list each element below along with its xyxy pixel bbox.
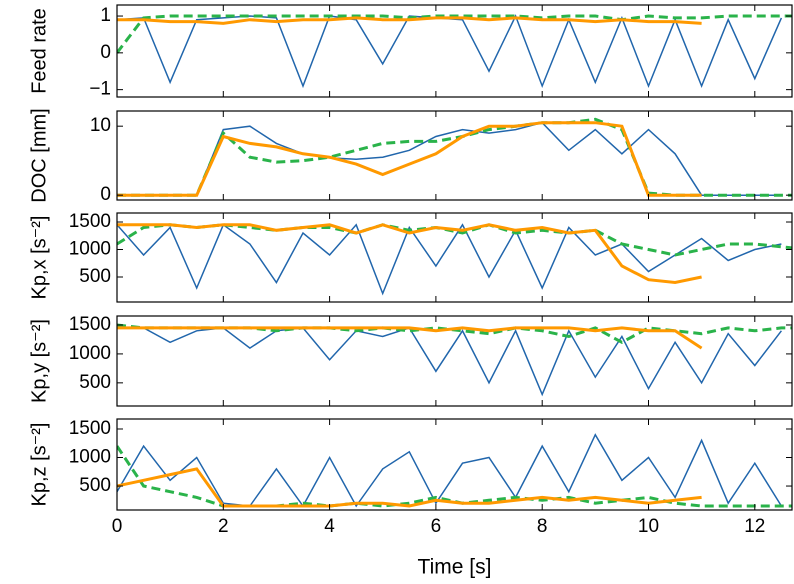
y-axis-label: Kp,x [s⁻²] [28,216,50,300]
series-line [117,121,782,196]
axes-frame [116,418,793,511]
y-tick-label: 500 [79,266,111,287]
x-tick-label: 10 [638,516,659,537]
axes-frame [116,315,793,407]
y-tick-label: 1000 [69,239,111,260]
series-line [117,14,783,89]
x-axis-label: Time [s] [418,556,492,579]
y-tick-label: 1500 [69,418,111,439]
y-axis-label: Feed rate [28,8,50,94]
series-line [117,121,702,197]
series-line [117,14,792,54]
series-line [117,327,782,397]
y-tick-label: 1 [100,5,111,26]
series-line [117,16,702,25]
axes-frame [116,4,793,98]
x-tick-label: 8 [537,516,548,537]
x-tick-label: 6 [431,516,442,537]
y-tick-label: 500 [79,372,111,393]
y-tick-label: 1000 [69,343,111,364]
y-tick-label: 1000 [69,447,111,468]
x-tick-label: 12 [744,516,765,537]
series-line [117,223,702,285]
series-line [117,433,783,508]
y-tick-label: −1 [89,79,111,100]
x-tick-label: 0 [112,516,123,537]
x-tick-label: 2 [218,516,229,537]
y-tick-label: 1500 [69,211,111,232]
y-tick-label: 0 [100,184,111,205]
axes-frame [116,212,793,303]
y-tick-label: 1500 [69,314,111,335]
series-line [117,223,782,296]
axes-frame [116,110,793,201]
y-tick-label: 0 [100,42,111,63]
y-axis-label: DOC [mm] [28,108,50,202]
x-tick-label: 4 [324,516,335,537]
y-tick-label: 10 [90,115,111,136]
y-axis-label: Kp,y [s⁻²] [28,319,50,403]
y-axis-label: Kp,z [s⁻²] [28,423,50,507]
series-line [117,467,702,508]
series-line [117,326,703,350]
y-tick-label: 500 [79,475,111,496]
